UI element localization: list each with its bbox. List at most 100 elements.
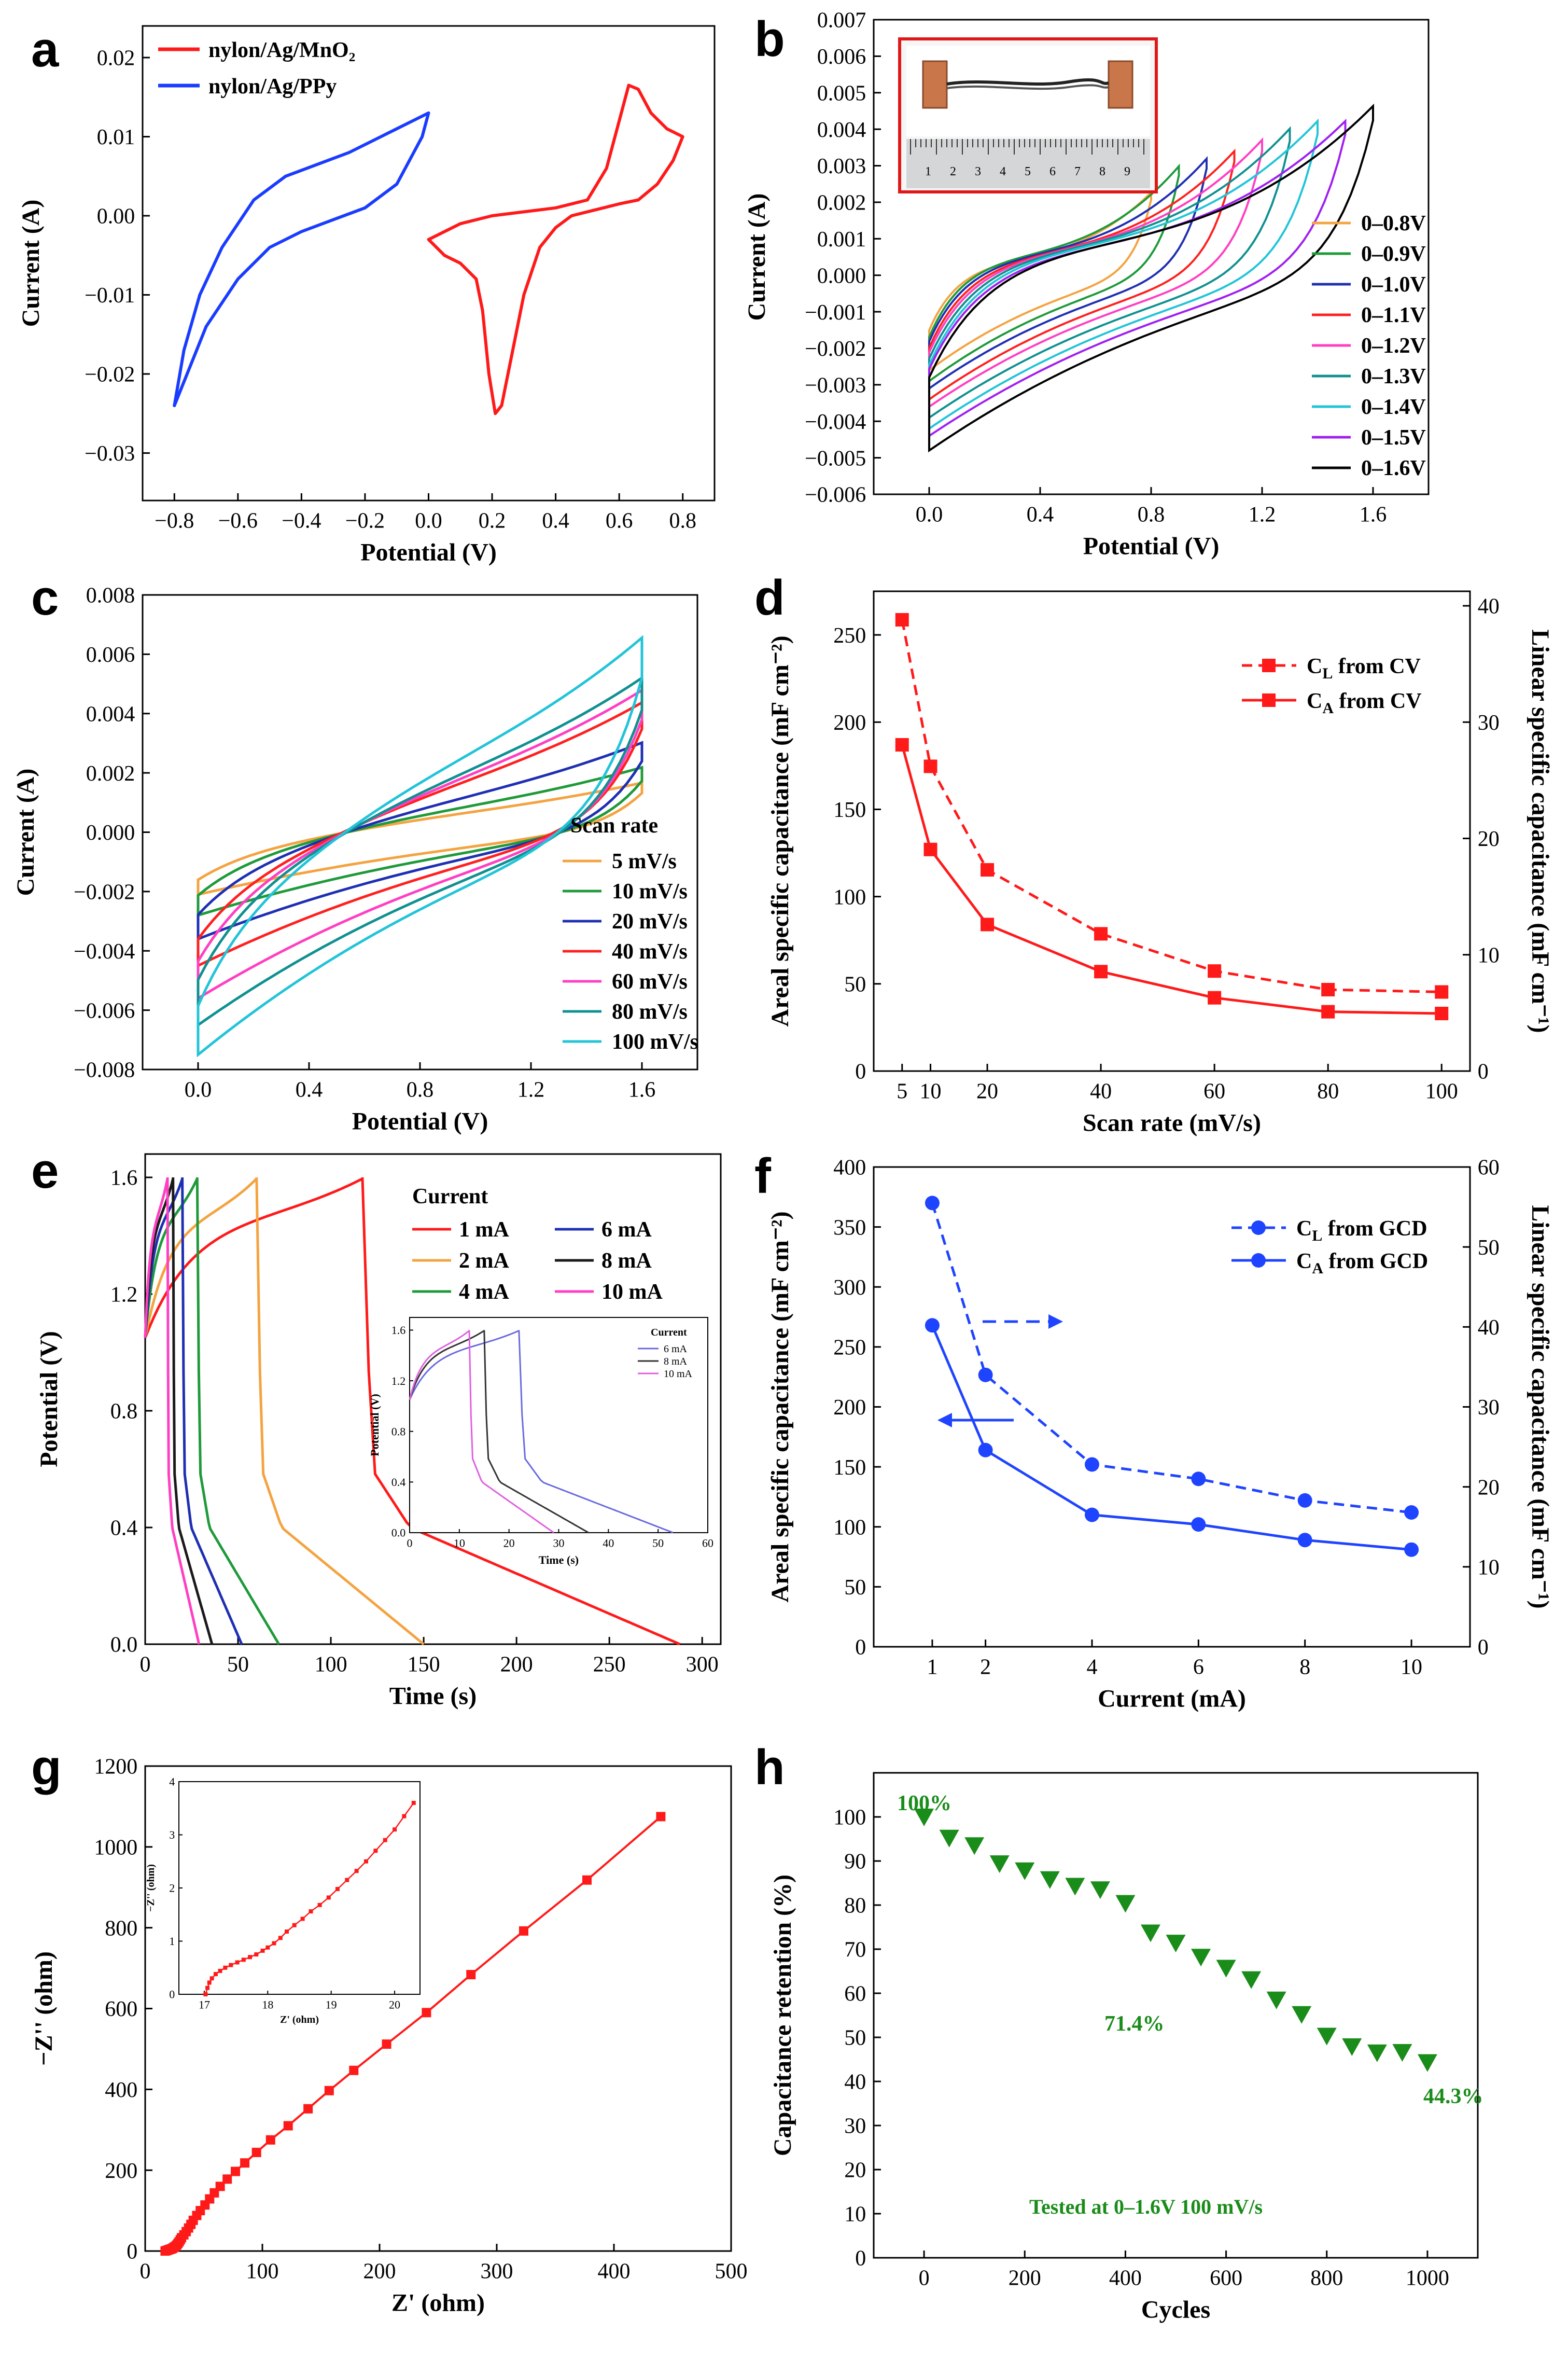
- y-tick-label: 300: [833, 1276, 866, 1300]
- gcd-capacitance-point-1: [1191, 1517, 1206, 1532]
- ruler-ticks: 1 2 3 4 5 6 7 8 9: [910, 139, 1144, 178]
- x-tick-label: 80: [1317, 1080, 1339, 1104]
- nyquist-point: [466, 1970, 476, 1980]
- x-tick-label: 1000: [1406, 2267, 1449, 2290]
- retention-point: [1191, 1949, 1211, 1967]
- retention-point: [1241, 1971, 1262, 1989]
- cv-window-curve-1: [928, 163, 1180, 383]
- legend-title-c: Scan rate: [570, 814, 658, 838]
- y-tick-label: 0: [169, 1988, 175, 2001]
- legend-marker-cl-cv: [1262, 659, 1276, 672]
- y-tick-label: 800: [105, 1916, 137, 1940]
- x-tick-label: 4: [1086, 1656, 1097, 1679]
- y-tick-label: −0.002: [74, 881, 135, 905]
- legend-label-c-0: 5 mV/s: [612, 850, 677, 873]
- y-axis-label: Capacitance retention (%): [769, 1874, 796, 2156]
- legend-label-b-5: 0–1.3V: [1361, 365, 1426, 388]
- retention-point: [1342, 2038, 1362, 2056]
- legend-e: 1 mA 2 mA 4 mA 6 mA 8 mA 10 mA: [412, 1218, 663, 1304]
- y-tick-label: 0.006: [86, 643, 135, 667]
- ruler-label: 9: [1124, 165, 1130, 178]
- legend-label-ca-gcd: CA from GCD: [1296, 1249, 1428, 1277]
- x-tick-label: 400: [1109, 2267, 1142, 2290]
- y-right-tick-label: 40: [1478, 595, 1500, 619]
- inset-gcd-curve-2: [409, 1330, 554, 1534]
- nyquist-point: [231, 2166, 241, 2176]
- inset-nyquist-point: [272, 1941, 276, 1946]
- x-tick-label: 60: [1203, 1080, 1225, 1104]
- panel-g: g 0 100 200 300 400 500020040060080010001200Z…: [30, 1740, 748, 2317]
- y-axis-label: −Z'' (ohm): [30, 1951, 58, 2066]
- x-tick-label: 100: [246, 2260, 279, 2284]
- y-axis-label: Potential (V): [368, 1394, 381, 1456]
- y-right-tick-label: 60: [1478, 1156, 1500, 1180]
- legend-label-b-4: 0–1.2V: [1361, 334, 1426, 358]
- y-tick-label: 0: [855, 1060, 866, 1084]
- capacitance-point-0: [981, 863, 995, 877]
- inset-nyquist-point: [292, 1923, 297, 1927]
- y-tick-label: 350: [833, 1216, 866, 1240]
- y-tick-label: 0.001: [817, 228, 866, 252]
- panel-label-a: a: [31, 22, 59, 77]
- y-right-tick-label: 30: [1478, 1396, 1500, 1420]
- x-tick-label: 8: [1299, 1656, 1310, 1679]
- legend-label-b-0: 0–0.8V: [1361, 212, 1426, 235]
- plot-frame: [178, 1781, 421, 1995]
- panel-label-e: e: [31, 1143, 59, 1199]
- legend-marker-ca-gcd: [1251, 1253, 1266, 1268]
- x-tick-label: 1.6: [628, 1078, 656, 1102]
- x-tick-label: 20: [389, 1998, 400, 2011]
- y-tick-label: 0: [127, 2240, 137, 2264]
- legend-label-e-3: 6 mA: [601, 1218, 652, 1242]
- y-tick-label: 50: [844, 2026, 866, 2050]
- y-axis-label: Current (A): [743, 193, 771, 321]
- y-right-tick-label: 50: [1478, 1236, 1500, 1260]
- y-tick-label: 50: [844, 973, 866, 997]
- y-tick-label: 150: [833, 798, 866, 822]
- inset-nyquist-point: [300, 1916, 305, 1921]
- inset-nyquist-point: [363, 1859, 368, 1864]
- plot-frame: [142, 25, 716, 502]
- inset-nyquist-point: [207, 1980, 212, 1985]
- plot-frame: [873, 1772, 1479, 2259]
- legend-label-c-5: 80 mV/s: [612, 1000, 688, 1024]
- y-tick-label: 0.4: [110, 1517, 138, 1540]
- x-tick-label: 60: [702, 1537, 713, 1550]
- cv-curve-0: [427, 84, 684, 415]
- annotation-71: 71.4%: [1104, 2012, 1165, 2036]
- x-axis-label: Cycles: [1141, 2296, 1210, 2324]
- y-tick-label: 90: [844, 1850, 866, 1874]
- gcd-curve-3: [144, 1177, 243, 1645]
- inset-g: 17 18 19 20 0 1 2 3 4 Z' (ohm) −Z'' (ohm): [145, 1775, 421, 2025]
- y-tick-label: 0.004: [86, 702, 135, 726]
- legend-label-c-4: 60 mV/s: [612, 970, 688, 994]
- x-tick-label: 17: [199, 1998, 210, 2011]
- y-axis-label: Current (A): [17, 200, 45, 327]
- gcd-capacitance-point-1: [1084, 1507, 1099, 1522]
- y-axis-label: −Z'' (ohm): [145, 1864, 157, 1912]
- x-tick-label: 200: [363, 2260, 396, 2284]
- copper-electrode-right: [1108, 60, 1133, 109]
- capacitance-point-0: [1208, 964, 1222, 978]
- x-tick-label: 800: [1310, 2267, 1343, 2290]
- x-tick-label: 0.4: [542, 509, 569, 533]
- x-tick-label: 2: [980, 1656, 991, 1679]
- capacitance-point-1: [1094, 965, 1108, 979]
- inset-nyquist-point: [345, 1878, 349, 1882]
- ruler-label: 7: [1074, 165, 1081, 178]
- y-tick-label: 0.4: [391, 1476, 406, 1489]
- inset-nyquist-point: [205, 1985, 210, 1990]
- y-tick-label: 400: [105, 2078, 137, 2102]
- gcd-capacitance-point-0: [1297, 1493, 1312, 1508]
- y-right-tick-label: 30: [1478, 711, 1500, 735]
- cv-window-curve-3: [928, 148, 1236, 401]
- axis-arrows-f: [937, 1314, 1063, 1427]
- cv-curve-1: [173, 111, 430, 407]
- x-tick-label: −0.4: [282, 509, 321, 533]
- panel-label-h: h: [754, 1740, 785, 1795]
- legend-label-b-3: 0–1.1V: [1361, 303, 1426, 327]
- y-tick-label: 70: [844, 1938, 866, 1962]
- y-tick-label: −0.01: [85, 284, 135, 308]
- x-tick-label: 0: [919, 2267, 930, 2290]
- inset-nyquist-point: [309, 1909, 313, 1914]
